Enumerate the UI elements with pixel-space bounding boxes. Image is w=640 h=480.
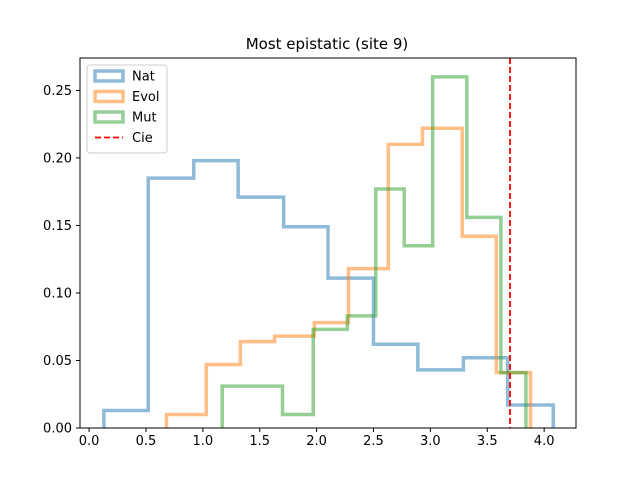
plot-area — [79, 57, 577, 429]
y-tick-label: 0.25 — [43, 84, 72, 99]
y-tick-label: 0.00 — [43, 422, 72, 437]
x-tick-label: 1.5 — [249, 434, 270, 449]
series-group — [102, 58, 555, 428]
histogram-series-mut — [220, 75, 528, 428]
x-tick-label: 3.0 — [420, 434, 441, 449]
y-tick-label: 0.05 — [43, 354, 72, 369]
y-tick-label: 0.20 — [43, 151, 72, 166]
chart-title: Most epistatic (site 9) — [246, 35, 409, 53]
legend-label-evol: Evol — [132, 90, 159, 105]
x-tick-label: 1.0 — [193, 434, 214, 449]
legend-swatch-nat — [93, 69, 125, 83]
y-tick-label: 0.15 — [43, 219, 72, 234]
x-tick-label: 0.5 — [136, 434, 157, 449]
legend: Nat Evol Mut Cie — [86, 64, 168, 154]
legend-label-mut: Mut — [132, 111, 157, 126]
x-tick-label: 2.0 — [306, 434, 327, 449]
histogram-series-nat — [102, 158, 555, 428]
x-tick-label: 0.0 — [79, 434, 100, 449]
y-tick-label: 0.10 — [43, 286, 72, 301]
x-tick-label: 3.5 — [477, 434, 498, 449]
x-tick-label: 2.5 — [363, 434, 384, 449]
legend-swatch-evol — [93, 89, 125, 104]
axis-ticks: 0.0 0.5 1.0 1.5 2.0 2.5 3.0 3.5 4.0 0.00 0.05 0.10 0… — [43, 84, 554, 449]
axes-frame — [79, 57, 577, 429]
legend-box — [86, 64, 168, 154]
legend-swatch-mut — [93, 110, 125, 124]
histogram-series-evol — [164, 126, 533, 428]
legend-label-cie: Cie — [132, 131, 153, 146]
legend-label-nat: Nat — [132, 70, 155, 85]
x-tick-label: 4.0 — [534, 434, 555, 449]
